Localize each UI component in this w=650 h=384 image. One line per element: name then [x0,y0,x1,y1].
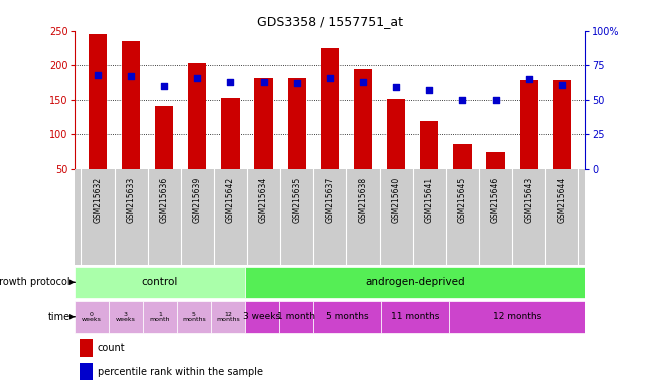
Text: GSM215642: GSM215642 [226,177,235,223]
Text: control: control [142,277,178,287]
Text: GSM215632: GSM215632 [94,177,103,223]
Bar [255,78,273,204]
Bar [80,362,92,380]
Bar [75,301,109,333]
Point [523,76,534,82]
Text: 0
weeks: 0 weeks [82,311,101,322]
Point [292,80,302,86]
Point [358,79,368,85]
Bar [188,63,207,204]
Bar [420,121,438,204]
Bar [486,152,504,204]
Text: GSM215636: GSM215636 [160,177,169,223]
Text: 1 month: 1 month [277,312,315,321]
Point [259,79,269,85]
Bar [381,301,449,333]
Text: 3
weeks: 3 weeks [116,311,136,322]
Point [490,97,501,103]
Point [192,74,203,81]
Bar [222,98,240,204]
Bar [143,301,177,333]
Text: 5
months: 5 months [182,311,205,322]
Bar [211,301,245,333]
Text: GSM215646: GSM215646 [491,177,500,223]
Bar [279,301,313,333]
Bar [80,339,92,356]
Bar [75,267,245,298]
Bar [109,301,143,333]
Text: GSM215640: GSM215640 [392,177,400,223]
Bar [122,41,140,204]
Point [159,83,170,89]
Bar [453,144,471,204]
Bar [155,106,174,204]
Point [391,84,401,91]
Bar [313,301,381,333]
Text: GSM215635: GSM215635 [292,177,301,223]
Point [226,79,236,85]
Text: GSM215643: GSM215643 [524,177,533,223]
Text: GSM215641: GSM215641 [424,177,434,223]
Text: time: time [47,312,70,322]
Point [324,74,335,81]
Bar [354,70,372,204]
Text: 3 weeks: 3 weeks [243,312,280,321]
Text: 5 months: 5 months [326,312,368,321]
Bar [245,301,279,333]
Bar [320,48,339,204]
Text: GSM215639: GSM215639 [193,177,202,223]
Point [424,87,434,93]
Bar [177,301,211,333]
Text: GSM215634: GSM215634 [259,177,268,223]
Text: androgen-deprived: androgen-deprived [365,277,465,287]
Text: growth protocol: growth protocol [0,277,70,287]
Text: 12 months: 12 months [493,312,541,321]
Text: GSM215645: GSM215645 [458,177,467,223]
Text: count: count [98,343,125,353]
Text: GSM215638: GSM215638 [359,177,367,223]
Bar [519,81,538,204]
Bar [449,301,585,333]
Text: GSM215633: GSM215633 [127,177,136,223]
Bar [552,81,571,204]
Point [556,81,567,88]
Point [93,72,103,78]
Title: GDS3358 / 1557751_at: GDS3358 / 1557751_at [257,15,403,28]
Point [126,73,136,79]
Text: GSM215644: GSM215644 [557,177,566,223]
Text: 12
months: 12 months [216,311,240,322]
Text: 1
month: 1 month [150,311,170,322]
Bar [245,267,585,298]
Bar [387,99,405,204]
Point [457,97,467,103]
Bar [288,78,306,204]
Text: 11 months: 11 months [391,312,439,321]
Text: percentile rank within the sample: percentile rank within the sample [98,366,263,377]
Text: GSM215637: GSM215637 [326,177,334,223]
Bar [89,34,107,204]
